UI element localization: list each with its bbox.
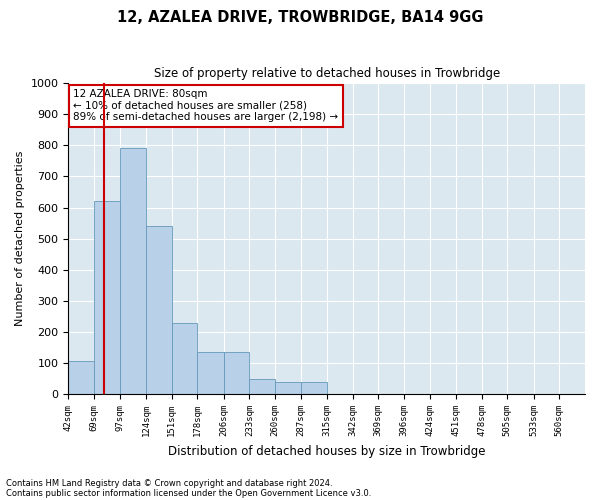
- Text: 12 AZALEA DRIVE: 80sqm
← 10% of detached houses are smaller (258)
89% of semi-de: 12 AZALEA DRIVE: 80sqm ← 10% of detached…: [73, 90, 338, 122]
- Text: Contains public sector information licensed under the Open Government Licence v3: Contains public sector information licen…: [6, 488, 371, 498]
- Title: Size of property relative to detached houses in Trowbridge: Size of property relative to detached ho…: [154, 68, 500, 80]
- Bar: [94, 202, 121, 394]
- Bar: [172, 322, 197, 394]
- Text: Contains HM Land Registry data © Crown copyright and database right 2024.: Contains HM Land Registry data © Crown c…: [6, 478, 332, 488]
- X-axis label: Distribution of detached houses by size in Trowbridge: Distribution of detached houses by size …: [168, 444, 485, 458]
- Bar: [146, 226, 172, 394]
- Y-axis label: Number of detached properties: Number of detached properties: [15, 151, 25, 326]
- Bar: [275, 382, 301, 394]
- Bar: [68, 360, 94, 394]
- Text: 12, AZALEA DRIVE, TROWBRIDGE, BA14 9GG: 12, AZALEA DRIVE, TROWBRIDGE, BA14 9GG: [117, 10, 483, 25]
- Bar: [197, 352, 224, 394]
- Bar: [250, 378, 275, 394]
- Bar: [301, 382, 327, 394]
- Bar: [121, 148, 146, 394]
- Bar: [224, 352, 250, 394]
